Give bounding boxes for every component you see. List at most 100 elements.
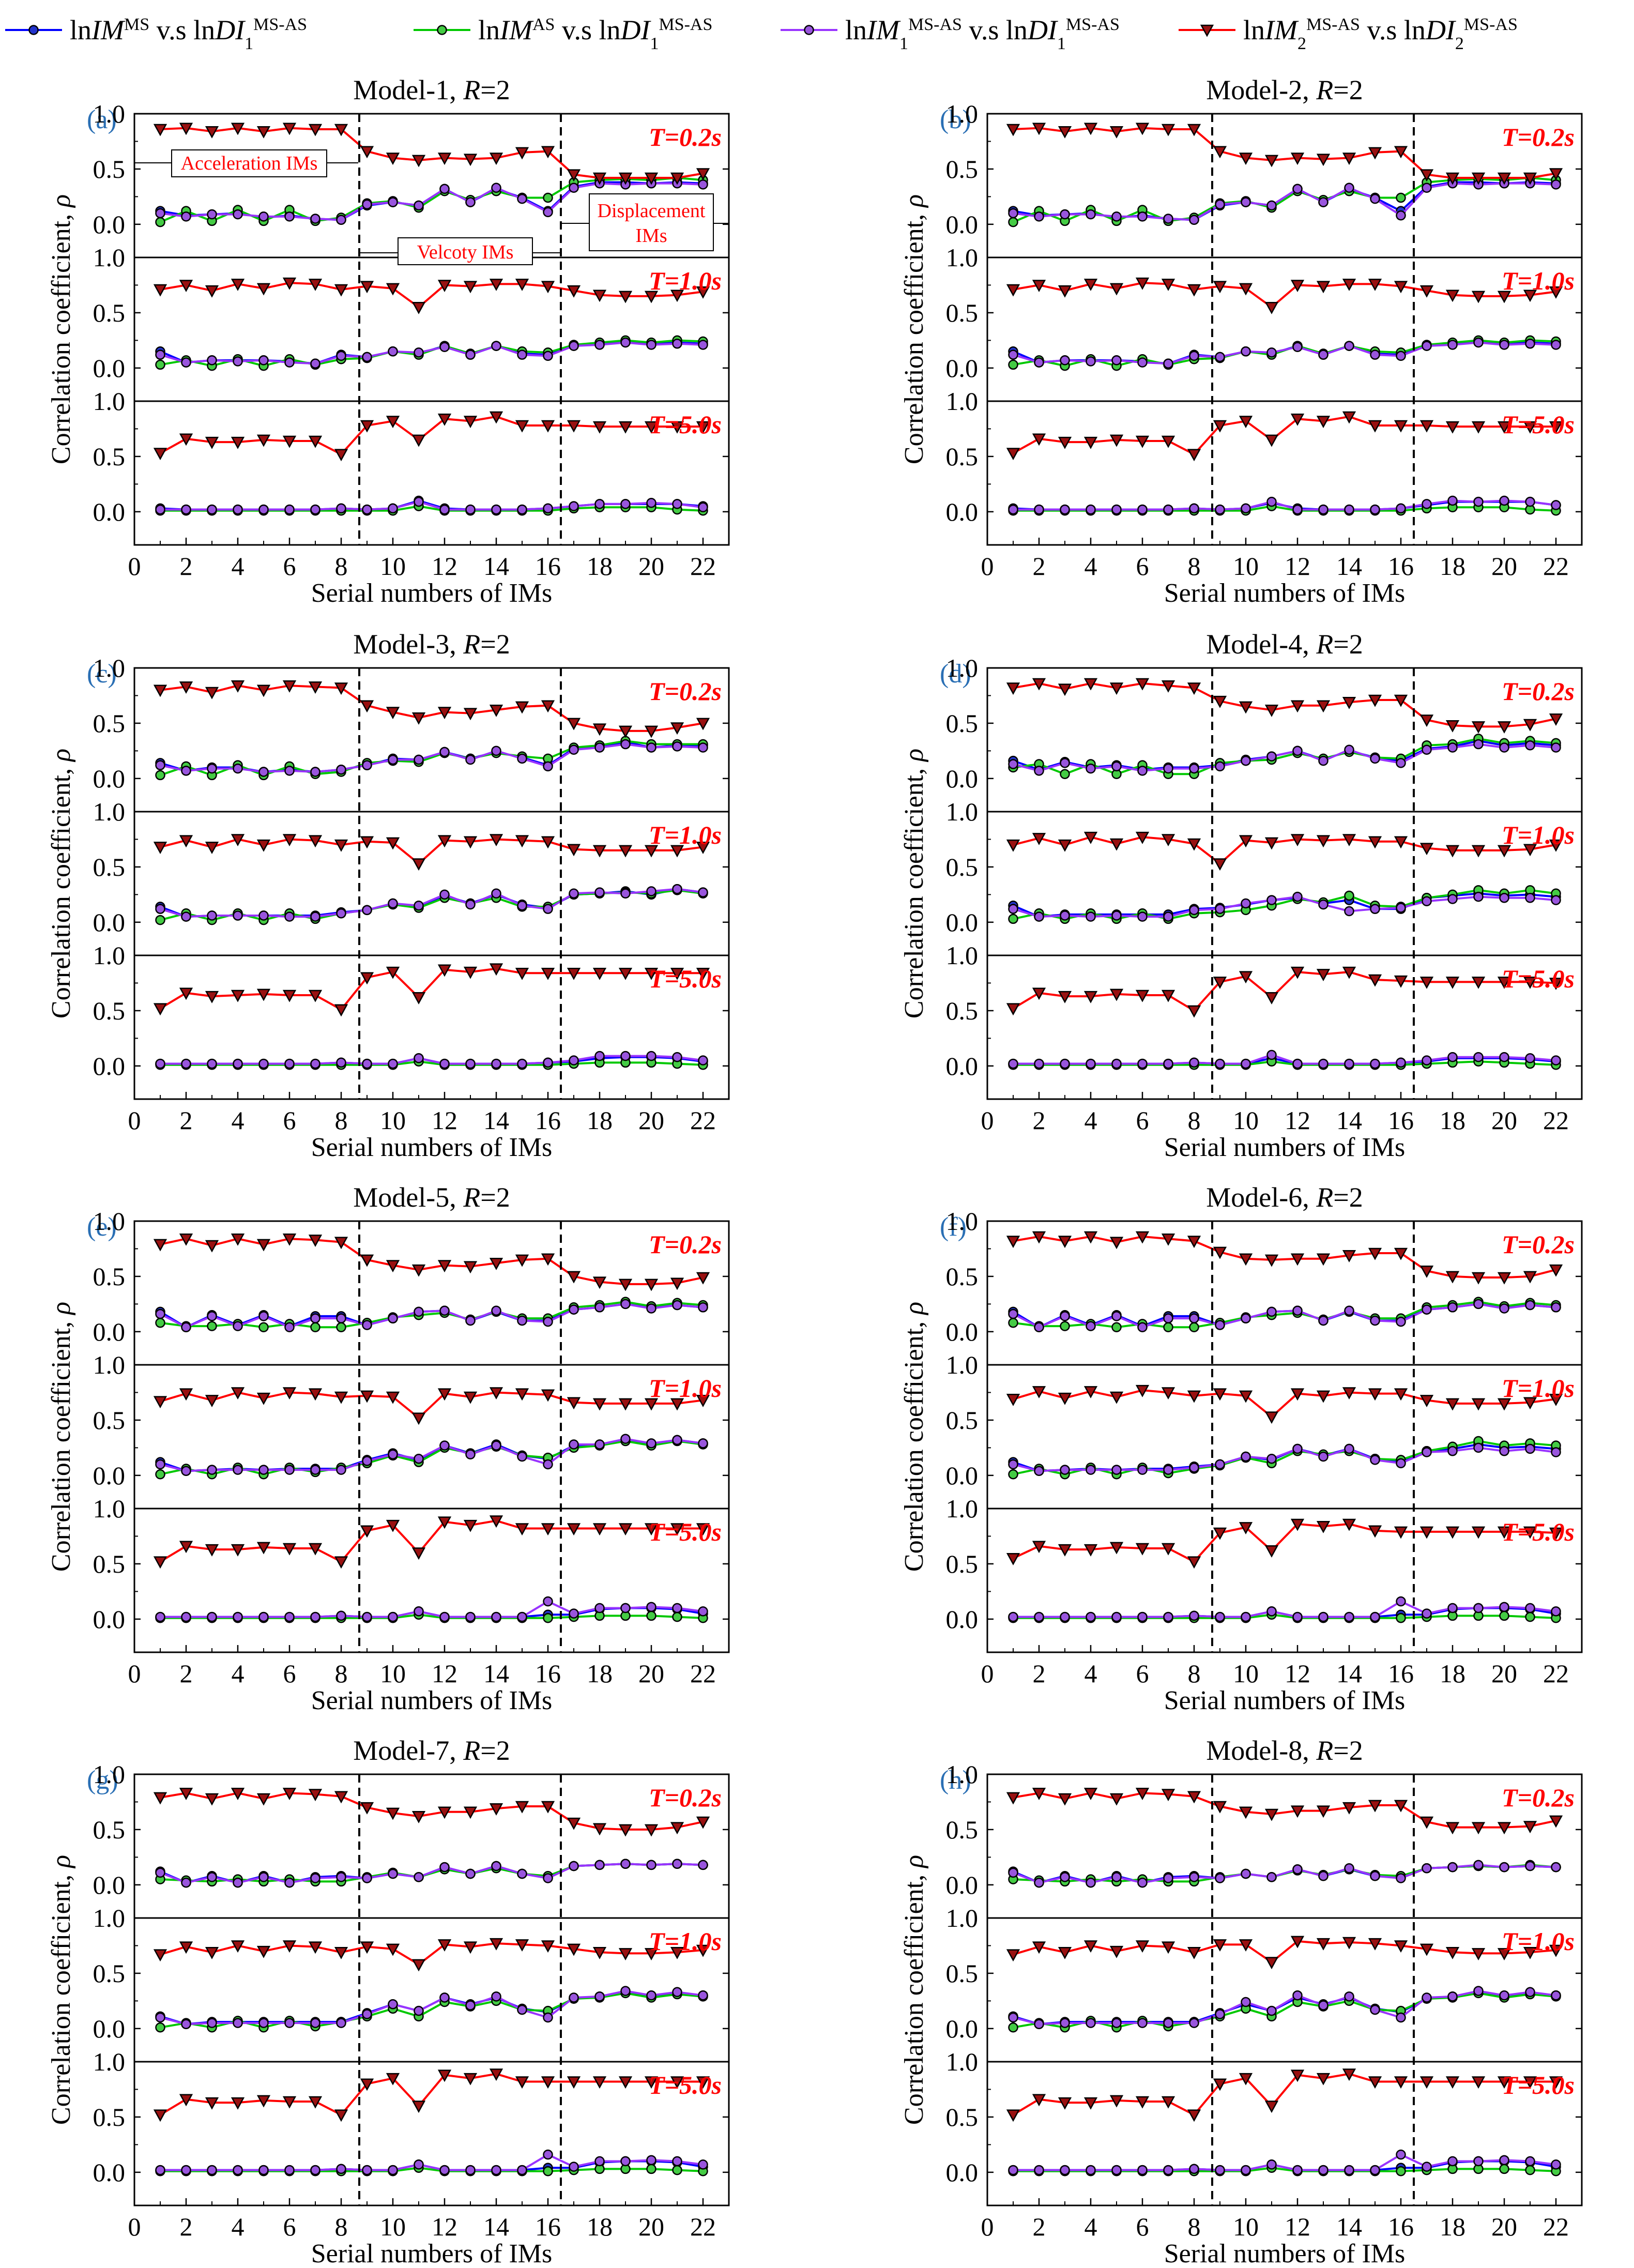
s4-point [1549, 1394, 1563, 1406]
s3-point [336, 1610, 346, 1621]
y-tick-label: 1.0 [946, 2047, 979, 2076]
s4-point [1239, 1939, 1253, 1952]
x-tick-label: 8 [1188, 552, 1201, 581]
panel-title-r: R [463, 629, 480, 660]
s3-point [155, 349, 165, 360]
s4-point [1006, 448, 1020, 461]
s3-point [388, 1868, 398, 1879]
y-tick-label: 0.0 [93, 1317, 126, 1346]
x-tick-label: 20 [1491, 1106, 1517, 1135]
legend-label-part: IM [1264, 14, 1299, 45]
s3-point [1551, 340, 1561, 350]
s4-point [644, 172, 659, 185]
s4-point [1394, 1388, 1408, 1401]
s3-point [414, 496, 424, 507]
x-tick-label: 22 [690, 2212, 716, 2241]
s4-point [1239, 2073, 1253, 2086]
period-label: T=5.0s [1502, 410, 1575, 439]
s3-point [646, 1602, 656, 1612]
s4-point [567, 718, 581, 730]
s3-point [1499, 1052, 1509, 1062]
x-tick-label: 14 [483, 552, 509, 581]
s4-point [463, 1261, 478, 1274]
s4-point [1264, 1808, 1279, 1821]
s2-point [1008, 1317, 1018, 1328]
subplot-1: 0.00.51.0T=0.2s [93, 99, 729, 258]
panel-title: Model-5, R=2 [353, 1182, 510, 1213]
s3-point [1163, 763, 1173, 774]
s3-point [646, 340, 656, 350]
s4-point [1368, 420, 1382, 433]
s4-point [153, 684, 167, 697]
s4-point [1394, 1247, 1408, 1260]
s3-point [1473, 1986, 1484, 1996]
y-tick-label: 0.0 [946, 1870, 979, 1899]
s4-point [411, 1811, 426, 1823]
s3-point [1318, 504, 1328, 515]
subplot-2: 0.00.51.0T=1.0s [946, 1350, 1582, 1510]
s3-point [439, 1992, 450, 2003]
s3-point [1215, 1611, 1225, 1622]
s3-point [620, 1299, 631, 1310]
y-axis-label-text: Correlation coefficient, [899, 207, 929, 464]
s3-point [1266, 347, 1277, 358]
legend-label: lnIM1MS-AS v.s lnDI1MS-AS [845, 14, 1120, 53]
s3-point [181, 1611, 191, 1622]
s2-point [155, 915, 165, 925]
s3-point [1551, 1447, 1561, 1457]
s4-point [1290, 1518, 1305, 1531]
s3-point [336, 2018, 346, 2028]
s3-point [1137, 911, 1148, 922]
s4-point [1290, 2069, 1305, 2082]
series-line-s4 [159, 1519, 703, 1563]
s3-point [1447, 1862, 1458, 1873]
x-tick-label: 12 [432, 2212, 457, 2241]
s3-point [491, 341, 501, 351]
s4-point [153, 1792, 167, 1805]
s4-point [567, 1523, 581, 1536]
s3-point [414, 1053, 424, 1063]
s4-point [1342, 2068, 1356, 2081]
s4-point [1368, 974, 1382, 987]
s4-point [1135, 1384, 1150, 1397]
s2-point [672, 1611, 682, 1622]
panel-title-rv: =2 [1333, 629, 1363, 660]
s3-point [569, 1992, 579, 2003]
s4-point [541, 420, 555, 433]
s4-point [1523, 1271, 1537, 1284]
s4-point [308, 1388, 323, 1401]
s3-point [465, 349, 476, 360]
s4-point [205, 436, 219, 449]
s3-point [491, 888, 501, 899]
s3-point [1318, 1058, 1328, 1069]
y-axis-label-text: Correlation coefficient, [899, 1868, 929, 2125]
s3-point [1086, 356, 1096, 367]
series-s4 [1006, 411, 1563, 462]
s3-point [1060, 355, 1070, 366]
s4-point [334, 124, 348, 136]
s4-point [1109, 126, 1124, 139]
s4-point [1471, 1822, 1486, 1835]
s3-point [1241, 1058, 1251, 1069]
s3-point [1060, 1311, 1070, 1321]
s3-point [620, 1859, 631, 1869]
s4-point [411, 155, 426, 168]
s4-point [1316, 1520, 1331, 1533]
s3-point [155, 2012, 165, 2023]
s4-point [1264, 2100, 1279, 2113]
x-tick-label: 0 [981, 1106, 994, 1135]
s3-point [1499, 1446, 1509, 1456]
x-tick-label: 4 [232, 2212, 245, 2241]
s4-point [1239, 1522, 1253, 1534]
s4-point [567, 1271, 581, 1284]
s4-point [386, 837, 400, 850]
s4-point [231, 1940, 245, 1953]
series-s4 [153, 277, 710, 314]
s4-point [1419, 1816, 1434, 1829]
x-tick-label: 12 [1285, 2212, 1310, 2241]
s4-point [1161, 680, 1175, 693]
vel-box [398, 237, 533, 265]
s4-point [696, 967, 710, 980]
s4-point [670, 845, 684, 858]
s4-point [1394, 146, 1408, 159]
